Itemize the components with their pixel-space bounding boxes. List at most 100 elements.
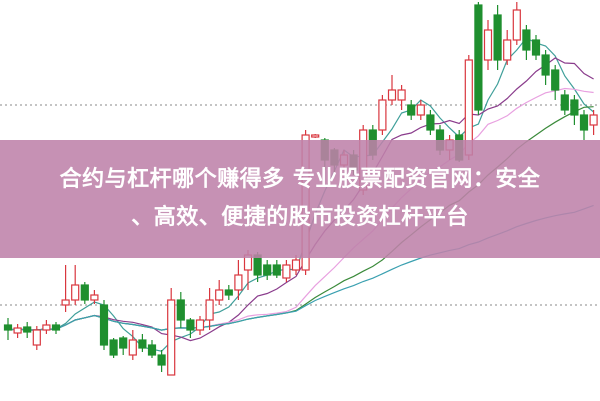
candle	[119, 336, 128, 355]
candle	[3, 318, 13, 340]
candle	[291, 255, 301, 275]
candle	[80, 282, 89, 304]
candle-body	[493, 14, 502, 61]
candle	[493, 5, 502, 70]
candle-body	[291, 259, 301, 271]
candle	[147, 340, 157, 358]
candle-body	[215, 289, 224, 301]
candle-body	[483, 29, 493, 61]
candle	[138, 334, 147, 352]
candle-body	[99, 304, 109, 346]
candle-body	[51, 324, 61, 331]
candle	[23, 322, 32, 338]
candle	[541, 50, 550, 85]
candle-body	[167, 299, 176, 376]
candle	[13, 324, 22, 338]
candle	[42, 320, 51, 334]
candle-body	[138, 339, 147, 349]
candle	[263, 260, 272, 280]
candle	[215, 280, 224, 305]
title-banner: 合约与杠杆哪个赚得多 专业股票配资官网：安全 、高效、便捷的股市投资杠杆平台	[0, 140, 600, 258]
candle-body	[282, 264, 291, 279]
candle-body	[560, 94, 569, 111]
candle-body	[397, 89, 406, 101]
candle	[195, 316, 205, 335]
candle-body	[407, 104, 416, 116]
candle-body	[205, 299, 214, 321]
candle	[378, 95, 387, 135]
candle-body	[531, 39, 541, 56]
banner-title-line-2: 、高效、便捷的股市投资杠杆平台	[131, 205, 469, 230]
candle-body	[426, 114, 435, 131]
candle	[387, 75, 397, 105]
candle-body	[224, 289, 233, 296]
candle-body	[416, 104, 425, 116]
candle	[32, 326, 41, 350]
candle-body	[128, 339, 137, 356]
candle	[90, 290, 99, 304]
candle-body	[589, 114, 598, 126]
candle	[128, 330, 137, 360]
candle-body	[522, 29, 531, 51]
candle	[512, 2, 521, 45]
candle-body	[272, 264, 281, 276]
candle-body	[512, 9, 521, 41]
candle-body	[80, 284, 89, 301]
candle	[551, 65, 560, 100]
candle-body	[551, 69, 560, 91]
candle	[483, 20, 493, 70]
candle-body	[541, 54, 550, 76]
candle-body	[71, 284, 80, 301]
candle-body	[109, 339, 118, 356]
candle	[416, 100, 425, 120]
candle	[109, 338, 118, 358]
candle	[272, 260, 281, 278]
candle-body	[32, 329, 41, 346]
candle-body	[234, 274, 243, 291]
candle	[205, 288, 214, 330]
candle-body	[3, 324, 13, 331]
candle	[51, 322, 61, 334]
candle	[474, 2, 483, 115]
candle-body	[13, 327, 22, 334]
candle-body	[570, 99, 579, 116]
candle-body	[186, 319, 195, 331]
candle-body	[378, 99, 387, 131]
candle	[311, 134, 320, 138]
candle	[570, 95, 579, 125]
candle-body	[311, 134, 320, 138]
candle	[282, 260, 291, 282]
candle	[61, 265, 70, 312]
candle	[176, 292, 185, 328]
candle	[426, 110, 435, 135]
candle-body	[195, 319, 205, 331]
banner-title-line-1: 合约与杠杆哪个赚得多 专业股票配资官网：安全	[59, 167, 541, 192]
candle	[407, 100, 416, 120]
candle	[522, 25, 531, 60]
candle-body	[119, 337, 128, 349]
candle	[71, 265, 80, 305]
candle	[99, 300, 109, 350]
candle-body	[157, 354, 166, 366]
candle	[186, 318, 195, 338]
candle-body	[474, 4, 483, 111]
candle	[589, 110, 598, 135]
candle-body	[176, 299, 185, 321]
candle	[157, 350, 166, 372]
candle	[397, 85, 406, 110]
candle-body	[387, 89, 397, 101]
candle-body	[503, 39, 512, 61]
candle-body	[23, 326, 32, 333]
candle	[579, 110, 589, 140]
candle-body	[90, 294, 99, 301]
candle	[531, 35, 541, 60]
candle	[503, 30, 512, 65]
candle	[234, 260, 243, 300]
candle	[167, 288, 176, 376]
candle-body	[579, 114, 589, 131]
candle-body	[147, 344, 157, 356]
candle-body	[42, 324, 51, 331]
candle	[560, 90, 569, 115]
candle	[224, 285, 233, 300]
